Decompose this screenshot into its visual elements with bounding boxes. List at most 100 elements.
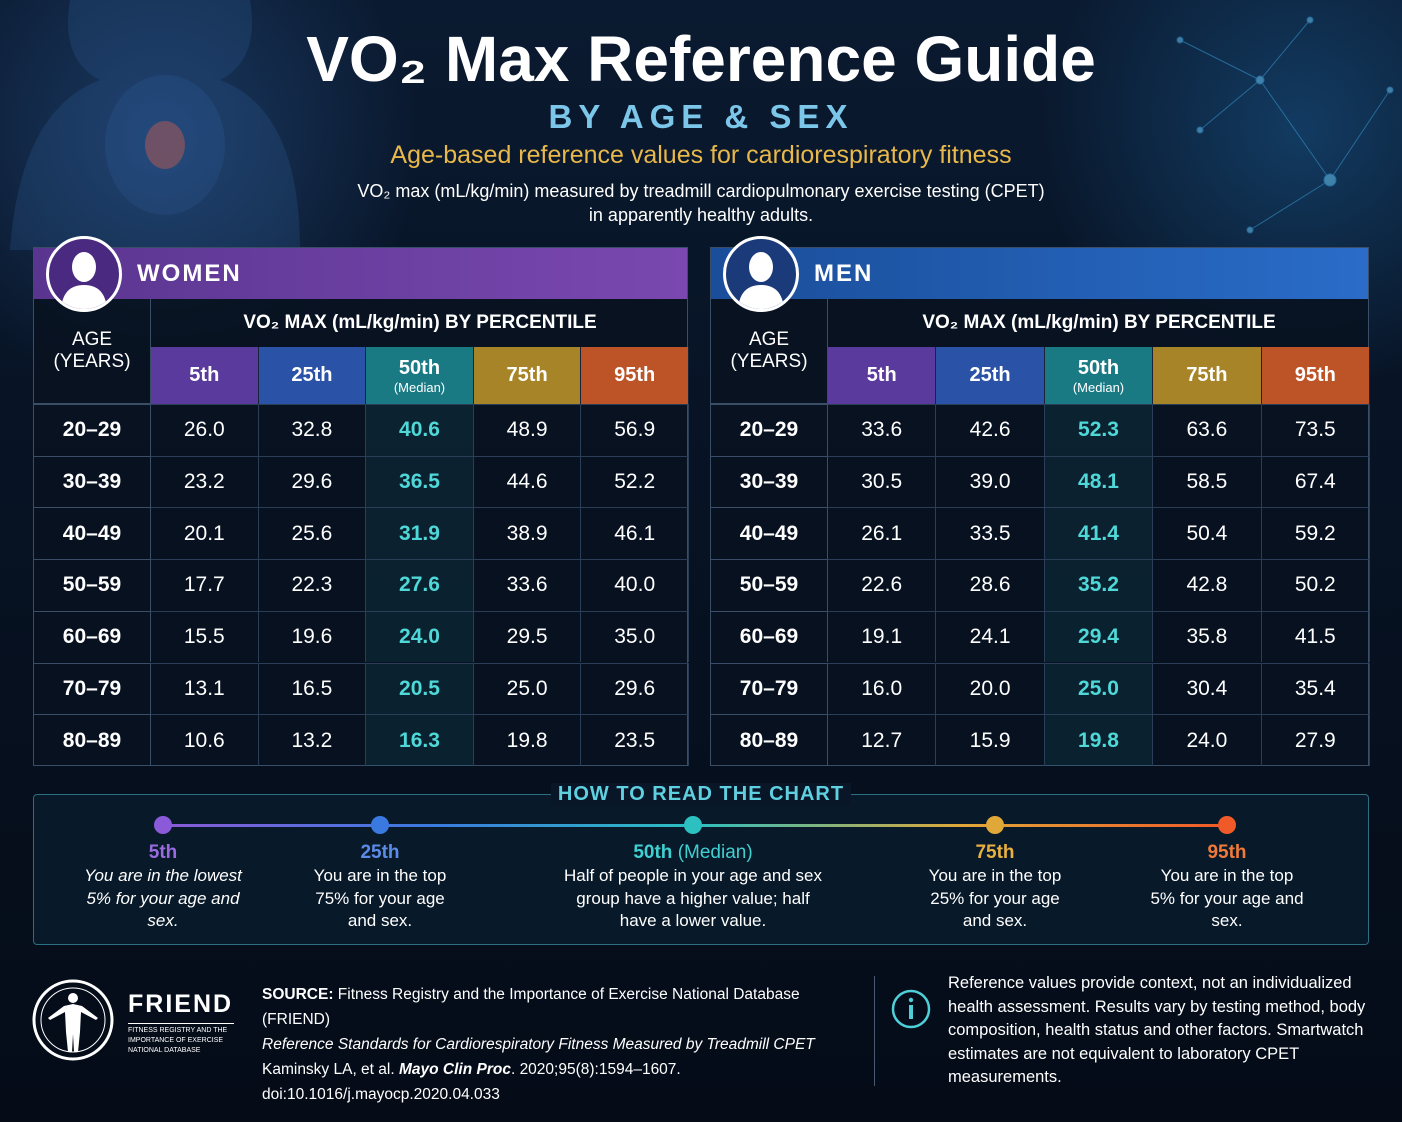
value-cell: 46.1 bbox=[581, 507, 689, 560]
percentile-header: VO₂ MAX (mL/kg/min) BY PERCENTILE bbox=[243, 312, 597, 333]
value-cell: 40.6 bbox=[366, 404, 474, 456]
source: SOURCE: Fitness Registry and the Importa… bbox=[262, 982, 862, 1107]
value-cell: 20.5 bbox=[366, 662, 474, 715]
age-header: AGE (YEARS) bbox=[34, 299, 151, 404]
value-cell: 22.6 bbox=[828, 559, 937, 611]
value-cell: 52.2 bbox=[581, 455, 689, 508]
value-cell: 52.3 bbox=[1044, 404, 1154, 456]
age-cell: 80–89 bbox=[711, 714, 828, 766]
column-label: 25th bbox=[291, 364, 333, 386]
timeline-dot bbox=[986, 816, 1004, 834]
column-header: 5th bbox=[151, 347, 259, 404]
value-cell: 29.6 bbox=[581, 662, 689, 715]
value-cell: 73.5 bbox=[1261, 404, 1370, 456]
how-to-label: 25th bbox=[230, 842, 530, 864]
percentile-header: VO₂ MAX (mL/kg/min) BY PERCENTILE bbox=[922, 312, 1276, 333]
age-header-line: (YEARS) bbox=[53, 351, 131, 372]
value-cell: 24.0 bbox=[1153, 714, 1262, 766]
value-cell: 38.9 bbox=[473, 507, 582, 560]
avatar bbox=[46, 236, 122, 312]
value-cell: 13.1 bbox=[151, 662, 259, 715]
column-label: 5th bbox=[866, 364, 897, 386]
description: in apparently healthy adults. bbox=[588, 205, 814, 225]
value-cell: 35.8 bbox=[1153, 610, 1262, 663]
how-to-label-text: 75th bbox=[975, 842, 1015, 863]
how-to-box bbox=[33, 794, 1369, 945]
how-to-label: 50th (Median) bbox=[543, 842, 843, 864]
table-title: MEN bbox=[814, 260, 874, 287]
how-to-label: 95th bbox=[1077, 842, 1377, 864]
value-cell: 59.2 bbox=[1261, 507, 1370, 560]
value-cell: 27.9 bbox=[1261, 714, 1370, 766]
how-to-label: 5th bbox=[13, 842, 313, 864]
value-cell: 41.5 bbox=[1261, 610, 1370, 663]
age-cell: 50–59 bbox=[34, 559, 151, 611]
table-title: WOMEN bbox=[137, 260, 242, 287]
age-cell: 40–49 bbox=[711, 507, 828, 560]
table-header-band bbox=[34, 248, 687, 299]
age-header: AGE (YEARS) bbox=[711, 299, 828, 404]
doi: doi:10.1016/j.mayocp.2020.04.033 bbox=[262, 1086, 500, 1103]
note: Reference values provide context, not an… bbox=[948, 974, 1366, 1086]
value-cell: 22.3 bbox=[258, 559, 367, 611]
avatar bbox=[723, 236, 799, 312]
column-header: 50th (Median) bbox=[366, 347, 474, 404]
value-cell: 16.3 bbox=[366, 714, 474, 766]
column-header: 95th bbox=[1261, 347, 1370, 404]
logo-name: FRIEND bbox=[128, 990, 234, 1018]
value-cell: 25.0 bbox=[473, 662, 582, 715]
column-label: 75th bbox=[1186, 364, 1228, 386]
column-header: 50th (Median) bbox=[1044, 347, 1154, 404]
how-to-text: You are in the top 5% for your age and s… bbox=[1150, 866, 1304, 930]
age-cell: 50–59 bbox=[711, 559, 828, 611]
age-header-line: AGE bbox=[748, 329, 790, 350]
value-cell: 12.7 bbox=[828, 714, 937, 766]
decoration bbox=[10, 0, 1394, 250]
column-header: 75th bbox=[1153, 347, 1262, 404]
value-cell: 30.4 bbox=[1153, 662, 1262, 715]
age-header-line: AGE bbox=[71, 329, 113, 350]
value-cell: 58.5 bbox=[1153, 455, 1262, 508]
source-text: Fitness Registry and the Importance of E… bbox=[262, 986, 800, 1028]
avatar-icon bbox=[738, 252, 784, 309]
column-sublabel: (Median) bbox=[1072, 379, 1125, 395]
value-cell: 35.2 bbox=[1044, 559, 1154, 611]
source-label: SOURCE: bbox=[262, 986, 334, 1003]
citation-title: Reference Standards for Cardiorespirator… bbox=[262, 1036, 815, 1053]
value-cell: 19.1 bbox=[828, 610, 937, 663]
age-cell: 20–29 bbox=[711, 404, 828, 456]
timeline-dot bbox=[684, 816, 702, 834]
value-cell: 19.8 bbox=[1044, 714, 1154, 766]
value-cell: 40.0 bbox=[581, 559, 689, 611]
value-cell: 42.8 bbox=[1153, 559, 1262, 611]
value-cell: 39.0 bbox=[936, 455, 1045, 508]
value-cell: 15.5 bbox=[151, 610, 259, 663]
title: VO₂ Max Reference Guide bbox=[306, 23, 1096, 95]
column-header: 5th bbox=[828, 347, 937, 404]
value-cell: 50.2 bbox=[1261, 559, 1370, 611]
friend-logo-icon bbox=[32, 979, 114, 1061]
value-cell: 19.6 bbox=[258, 610, 367, 663]
logo-text: FITNESS REGISTRY AND THE IMPORTANCE OF E… bbox=[128, 1023, 234, 1056]
value-cell: 63.6 bbox=[1153, 404, 1262, 456]
value-cell: 32.8 bbox=[258, 404, 367, 456]
citation-journal: Mayo Clin Proc bbox=[398, 1061, 511, 1078]
table: WOMEN AGE (YEARS) VO₂ MAX (mL/kg/min) BY PE… bbox=[33, 236, 689, 766]
how-to-label-text: 95th bbox=[1207, 842, 1247, 863]
subtitle: BY AGE & SEX bbox=[548, 98, 854, 135]
table-header-band bbox=[711, 248, 1368, 299]
value-cell: 13.2 bbox=[258, 714, 367, 766]
value-cell: 23.5 bbox=[581, 714, 689, 766]
how-to-sublabel: (Median) bbox=[677, 842, 753, 863]
divider bbox=[874, 976, 875, 1086]
value-cell: 17.7 bbox=[151, 559, 259, 611]
value-cell: 24.1 bbox=[936, 610, 1045, 663]
value-cell: 36.5 bbox=[366, 455, 474, 508]
column-label: 95th bbox=[1294, 364, 1336, 386]
value-cell: 41.4 bbox=[1044, 507, 1154, 560]
value-cell: 44.6 bbox=[473, 455, 582, 508]
value-cell: 50.4 bbox=[1153, 507, 1262, 560]
how-to-text: You are in the top 25% for your age and … bbox=[928, 866, 1062, 930]
column-label: 50th bbox=[398, 356, 441, 379]
